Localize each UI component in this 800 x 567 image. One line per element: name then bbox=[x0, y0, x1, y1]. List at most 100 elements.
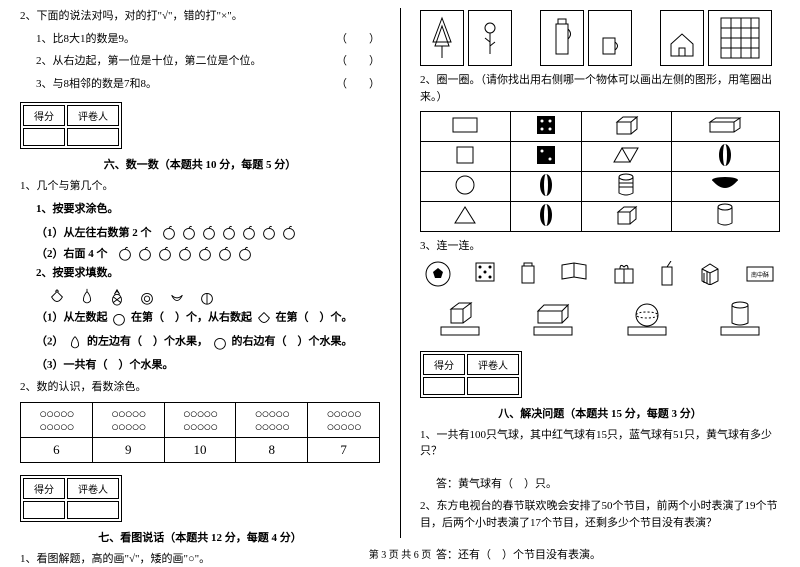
orange-icon bbox=[211, 333, 229, 351]
dots: ○○○○○○○○○○ bbox=[92, 402, 164, 437]
cell-bowl bbox=[671, 172, 779, 202]
cuboid-solid-icon bbox=[528, 297, 578, 337]
rectangle-icon bbox=[451, 116, 479, 134]
apple-icon bbox=[156, 244, 174, 262]
pear-icon bbox=[66, 333, 84, 351]
dots: ○○○○○○○○○○ bbox=[21, 402, 93, 437]
blank-paren: （ ） bbox=[336, 53, 380, 70]
q2-2-text: 2、从右边起，第一位是十位，第二位是个位。 bbox=[36, 55, 262, 67]
apple-icon bbox=[160, 223, 178, 241]
book-icon bbox=[560, 261, 588, 281]
num-6: 6 bbox=[21, 437, 93, 462]
frame-thermos bbox=[540, 10, 584, 66]
apple-icon bbox=[136, 244, 154, 262]
apple-icon bbox=[176, 244, 194, 262]
cell-square bbox=[421, 142, 511, 172]
cell-lens2 bbox=[510, 172, 581, 202]
s6-q1: 1、几个与第几个。 bbox=[20, 178, 380, 195]
dots: ○○○○○○○○○○ bbox=[236, 402, 308, 437]
q2-3-text: 3、与8相邻的数是7和8。 bbox=[36, 78, 157, 90]
can-icon bbox=[617, 173, 635, 197]
cell-cylinder bbox=[671, 202, 779, 232]
apple-icon bbox=[240, 223, 258, 241]
juice-icon bbox=[659, 261, 675, 287]
apple-icon bbox=[280, 223, 298, 241]
lens-icon bbox=[536, 203, 556, 227]
score-label: 得分 bbox=[423, 354, 465, 375]
peach-icon bbox=[198, 288, 216, 306]
apple-icon bbox=[236, 244, 254, 262]
s8-a1: 答：黄气球有（ ）只。 bbox=[420, 476, 780, 493]
apple-icon bbox=[200, 223, 218, 241]
apple-icon bbox=[220, 223, 238, 241]
text: （1）从左数起 bbox=[36, 311, 108, 323]
q2-line2: 2、从右边起，第一位是十位，第二位是个位。 （ ） bbox=[36, 53, 380, 70]
shape-table bbox=[420, 111, 780, 232]
text: 在第（ ）个，从右数起 bbox=[131, 311, 252, 323]
triangle-icon bbox=[453, 205, 477, 225]
dice-icon bbox=[535, 144, 557, 166]
score-box-6: 得分评卷人 bbox=[20, 102, 122, 149]
box-icon: 南中酥 bbox=[745, 261, 775, 283]
flower-icon bbox=[473, 14, 507, 62]
objects-row: 南中酥 bbox=[420, 261, 780, 287]
cube-icon bbox=[614, 204, 638, 226]
svg-text:南中酥: 南中酥 bbox=[751, 271, 769, 279]
apple-icon bbox=[196, 244, 214, 262]
cell-lens bbox=[671, 142, 779, 172]
s8-q1: 1、一共有100只气球，其中红气球有15只，蓝气球有51只，黄气球有多少只？ bbox=[420, 427, 780, 460]
rubiks-icon bbox=[698, 261, 722, 285]
cell-dice2 bbox=[510, 142, 581, 172]
cell-circle bbox=[421, 172, 511, 202]
frame-building bbox=[708, 10, 772, 66]
sphere-solid-icon bbox=[622, 297, 672, 337]
s6-q2: 2、数的认识，看数涂色。 bbox=[20, 379, 380, 396]
soccer-icon bbox=[425, 261, 451, 287]
strawberry-icon bbox=[255, 309, 273, 327]
apple-row-1: （1）从左往右数第 2 个 bbox=[20, 223, 380, 241]
dots: ○○○○○○○○○○ bbox=[164, 402, 236, 437]
frame-tree bbox=[420, 10, 464, 66]
circle-icon bbox=[454, 174, 476, 196]
cell-rect bbox=[421, 112, 511, 142]
frame-house bbox=[660, 10, 704, 66]
lens-icon bbox=[715, 143, 735, 167]
num-9: 9 bbox=[92, 437, 164, 462]
cell-triangle bbox=[421, 202, 511, 232]
cube-icon bbox=[613, 114, 639, 136]
right-column: 2、圈一圈。（请你找出用右侧哪一个物体可以画出左侧的图形，用笔圈出来。） bbox=[400, 0, 800, 545]
s6-q1-2: 2、按要求填数。 bbox=[20, 265, 380, 282]
num-10: 10 bbox=[164, 437, 236, 462]
grader-label: 评卷人 bbox=[67, 105, 119, 126]
cylinder-solid-icon bbox=[715, 297, 765, 337]
score-label: 得分 bbox=[23, 478, 65, 499]
cell-cube bbox=[581, 112, 671, 142]
cell-cube2 bbox=[581, 202, 671, 232]
apple-icon bbox=[180, 223, 198, 241]
dots: ○○○○○○○○○○ bbox=[308, 402, 380, 437]
cuboid-icon bbox=[708, 116, 742, 134]
pineapple-icon bbox=[108, 288, 126, 306]
q2-intro: 2、下面的说法对吗，对的打"√"，错的打"×"。 bbox=[20, 8, 380, 25]
banana-icon bbox=[168, 288, 186, 306]
orange-icon bbox=[138, 288, 156, 306]
apple-icon bbox=[260, 223, 278, 241]
dice-icon bbox=[474, 261, 496, 283]
s7-q3: 3、连一连。 bbox=[420, 238, 780, 255]
lens-icon bbox=[536, 173, 556, 197]
section-8-title: 八、解决问题（本题共 15 分，每题 3 分） bbox=[420, 405, 780, 421]
num-7: 7 bbox=[308, 437, 380, 462]
cell-cuboid bbox=[671, 112, 779, 142]
dice-icon bbox=[535, 114, 557, 136]
num-8: 8 bbox=[236, 437, 308, 462]
score-box-8: 得分评卷人 bbox=[420, 351, 522, 398]
blank-paren: （ ） bbox=[336, 76, 380, 93]
s7-q2: 2、圈一圈。（请你找出用右侧哪一个物体可以画出左侧的图形，用笔圈出来。） bbox=[420, 72, 780, 105]
column-divider bbox=[400, 8, 401, 538]
square-icon bbox=[455, 145, 475, 165]
cube-solid-icon bbox=[435, 297, 485, 337]
cell-lens3 bbox=[510, 202, 581, 232]
frame-cup bbox=[588, 10, 632, 66]
s6-q1-1b: （2）右面 4 个 bbox=[36, 245, 108, 261]
strawberry-icon bbox=[48, 288, 66, 306]
